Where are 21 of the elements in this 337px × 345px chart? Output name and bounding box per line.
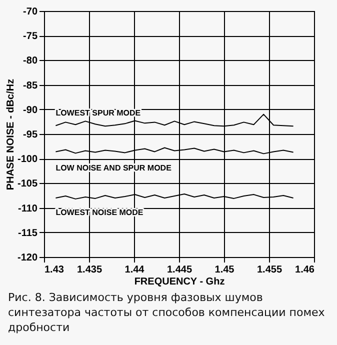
x-tick-label: 1.45 [214,264,235,276]
y-tick-label: -90 [23,104,38,116]
x-tick-label: 1.43 [44,264,64,276]
y-tick-label: -100 [17,154,38,166]
y-tick-label: -120 [17,252,38,264]
text: Рис. 8. Зависимость уровня фазовых шумов синтезатора частоты от способов компенсации помех дробности [8,290,326,335]
y-tick-label: -95 [23,130,38,140]
y-tick-label: -75 [23,31,38,42]
x-axis-title: FREQUENCY - Ghz [134,276,225,288]
y-tick-label: -105 [17,178,38,190]
x-tick-label: 1.435 [76,264,102,276]
y-tick-label: -70 [23,6,38,18]
y-tick-label: -115 [18,228,38,239]
x-tick-label: 1.44 [124,264,145,276]
y-tick-label: -85 [23,80,38,92]
x-tick-label: 1.445 [166,264,192,276]
y-tick-label: -110 [18,203,38,214]
x-tick-label: 1.46 [295,264,315,276]
y-axis-title: PHASE NOISE - dBc/Hz [5,78,16,190]
y-tick-label: -80 [23,56,38,67]
x-tick-label: 1.455 [256,264,282,276]
